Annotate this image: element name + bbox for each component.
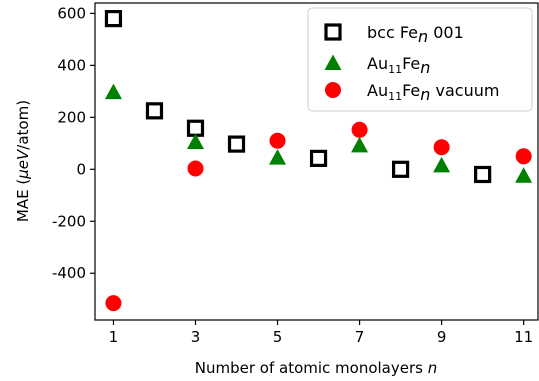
data-point-open-square (104, 9, 123, 28)
data-point-open-square (309, 149, 328, 167)
legend-marker-open-square (324, 23, 342, 41)
data-point-open-square (227, 135, 246, 153)
data-point-circle (269, 132, 286, 149)
data-point-circle (351, 121, 368, 138)
x-tick-label: 5 (273, 328, 283, 346)
data-point-circle (105, 295, 122, 312)
x-tick-label: 11 (514, 328, 533, 346)
x-axis-label: Number of atomic monolayers n (195, 359, 438, 377)
data-point-open-square (145, 102, 164, 120)
x-tick-label: 7 (355, 328, 365, 346)
legend-marker-triangle (324, 54, 342, 70)
y-tick-label: 0 (76, 160, 86, 178)
y-tick-label: -400 (52, 264, 86, 282)
data-point-triangle (433, 156, 451, 173)
legend-label: bcc Fen 001 (367, 23, 464, 46)
data-point-open-square (186, 119, 205, 137)
data-point-open-square (391, 160, 410, 178)
x-tick-label: 1 (109, 328, 119, 346)
legend-marker-circle (325, 82, 341, 98)
data-point-circle (187, 160, 204, 177)
y-tick-label: 400 (57, 56, 86, 74)
y-tick-label: 600 (57, 4, 86, 22)
legend-label: Au11Fen vacuum (367, 81, 499, 104)
legend-label: Au11Fen (367, 54, 430, 77)
x-tick-label: 3 (191, 328, 201, 346)
data-point-triangle (515, 167, 533, 183)
y-tick-label: 200 (57, 108, 86, 126)
data-point-triangle (186, 133, 204, 150)
legend-frame (307, 7, 533, 112)
x-tick-label: 9 (437, 328, 447, 346)
plot-area-frame (94, 2, 539, 321)
data-point-open-square (474, 165, 492, 184)
data-point-triangle (104, 83, 122, 100)
y-axis-label: MAE (μeV/atom) (14, 100, 32, 222)
data-point-circle (433, 139, 450, 156)
data-point-triangle (351, 136, 369, 153)
legend: bcc Fen 001 Au11Fen Au11Fen vacuum (307, 7, 533, 112)
data-point-triangle (269, 149, 287, 165)
y-tick-label: -200 (52, 212, 86, 230)
data-point-circle (515, 148, 532, 165)
